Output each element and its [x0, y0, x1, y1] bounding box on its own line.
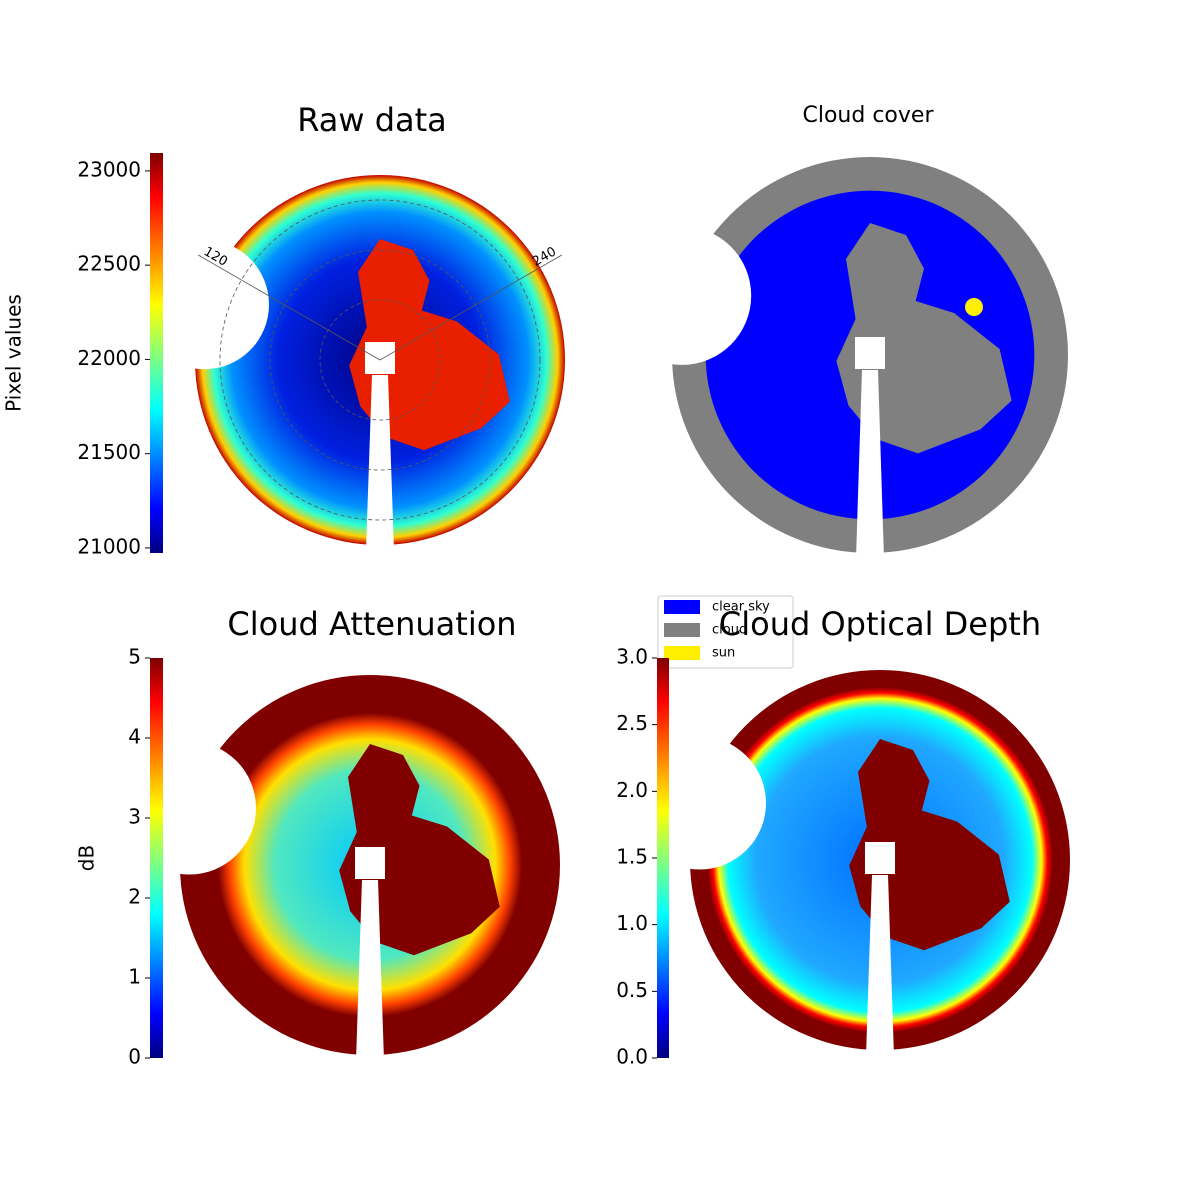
- colorbar-tick-label: 21500: [77, 440, 141, 464]
- sky-image: [633, 670, 1070, 1056]
- colorbar-tick-label: 23000: [77, 157, 141, 181]
- azimuth-line: [379, 254, 563, 361]
- colorbar-label: dB: [75, 845, 99, 871]
- mast: [356, 880, 384, 1061]
- polar-grid: [319, 299, 441, 421]
- colorbar: [150, 153, 163, 553]
- colorbar-tick-label: 4: [128, 725, 141, 749]
- cloud-region: [849, 739, 1010, 951]
- mast-head: [355, 847, 385, 879]
- colorbar-label: Pixel values: [2, 294, 26, 412]
- panel-title: Cloud Optical Depth: [719, 605, 1041, 643]
- polar-grid: [219, 199, 541, 521]
- azimuth-label: 240: [530, 244, 559, 269]
- legend-swatch: [664, 646, 700, 660]
- mast-head: [865, 842, 895, 874]
- polar-grid: [269, 249, 491, 471]
- panel-title: Raw data: [297, 101, 447, 139]
- colorbar-tick-label: 0.5: [616, 978, 648, 1002]
- sky-image: 120 240: [139, 175, 565, 551]
- mast: [866, 875, 894, 1056]
- colorbar-tick-label: 0.0: [616, 1045, 648, 1069]
- colorbar-tick-label: 0: [128, 1045, 141, 1069]
- legend-label: clear sky: [712, 600, 770, 615]
- colorbar-tick-label: 5: [128, 645, 141, 669]
- occlusion: [633, 736, 766, 870]
- legend-label: cloud: [712, 623, 747, 638]
- colorbar-tick-label: 1.0: [616, 911, 648, 935]
- colorbar-tick-label: 22000: [77, 346, 141, 370]
- mast: [856, 370, 884, 559]
- azimuth-line: [197, 254, 381, 361]
- cloud-region: [339, 744, 500, 956]
- mast-head: [855, 337, 885, 369]
- sun-region: [965, 298, 983, 316]
- mast-head: [365, 342, 395, 374]
- colorbar: [657, 658, 669, 1058]
- colorbar: [150, 658, 163, 1058]
- mast: [366, 375, 394, 551]
- colorbar-tick-label: 3.0: [616, 645, 648, 669]
- sky-image: [123, 675, 560, 1061]
- panel-title: Cloud Attenuation: [227, 605, 516, 643]
- cloud-region: [349, 239, 510, 451]
- cloud-region: [836, 223, 1012, 454]
- legend-swatch: [664, 600, 700, 614]
- colorbar-tick-label: 1.5: [616, 845, 648, 869]
- colorbar-tick-label: 3: [128, 805, 141, 829]
- panel-title: Cloud cover: [803, 103, 935, 128]
- legend-swatch: [664, 623, 700, 637]
- colorbar-tick-label: 1: [128, 965, 141, 989]
- legend-label: sun: [712, 646, 735, 661]
- occlusion: [139, 239, 269, 370]
- sky-image: [612, 157, 1068, 559]
- colorbar-tick-label: 21000: [77, 534, 141, 558]
- colorbar-tick-label: 22500: [77, 252, 141, 276]
- colorbar-tick-label: 2.0: [616, 778, 648, 802]
- occlusion: [612, 226, 752, 365]
- colorbar-tick-label: 2.5: [616, 711, 648, 735]
- occlusion: [123, 741, 256, 875]
- colorbar-tick-label: 2: [128, 885, 141, 909]
- legend: clear sky cloud sun: [657, 595, 794, 669]
